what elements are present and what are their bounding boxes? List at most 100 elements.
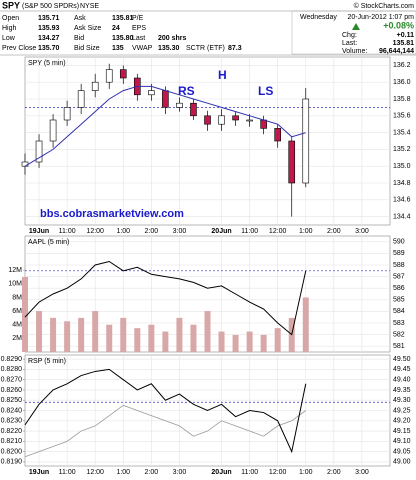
y-tick-label: 49.00 bbox=[393, 459, 411, 466]
y-tick-label: 135.8 bbox=[393, 96, 411, 103]
quote-value: 135.81 bbox=[112, 15, 134, 22]
volume-bar bbox=[190, 324, 197, 352]
volume-bar bbox=[134, 328, 141, 352]
annotation: H bbox=[218, 68, 227, 82]
candle-body bbox=[148, 90, 155, 96]
y-tick-label: 135.4 bbox=[393, 129, 411, 136]
volume-bar bbox=[92, 311, 99, 352]
y2-tick-label: 0.8250 bbox=[1, 397, 23, 404]
quote-label: Low bbox=[2, 35, 16, 42]
stat-label: Volume: bbox=[342, 48, 367, 55]
candle-body bbox=[302, 98, 310, 184]
volume-bar bbox=[218, 331, 225, 352]
panel-label: RSP (5 min) bbox=[28, 358, 66, 365]
y-tick-label: 135.6 bbox=[393, 113, 411, 120]
candle-body bbox=[288, 140, 296, 184]
quote-label: VWAP bbox=[132, 45, 153, 52]
x-tick-label: 19Jun bbox=[29, 469, 49, 476]
candle-body bbox=[204, 115, 211, 125]
x-tick-label: 3:00 bbox=[173, 228, 187, 235]
x-tick-label: 1:00 bbox=[116, 228, 130, 235]
quote-value: 135.80 bbox=[112, 35, 134, 42]
exchange: NYSE bbox=[80, 3, 99, 10]
volume-bar bbox=[204, 311, 211, 352]
x-tick-label: 12:00 bbox=[86, 469, 104, 476]
y2-tick-label: 0.8290 bbox=[1, 356, 23, 363]
y-tick-label: 136.0 bbox=[393, 79, 411, 86]
y-tick-label: 49.05 bbox=[393, 448, 411, 455]
volume-bar bbox=[176, 317, 183, 352]
y2-tick-label: 2M bbox=[12, 335, 22, 342]
date-time: 20-Jun-2012 1:07 pm bbox=[347, 14, 414, 21]
candle-body bbox=[35, 140, 43, 163]
candle-body bbox=[162, 90, 169, 108]
up-arrow bbox=[352, 23, 360, 30]
y-tick-label: 49.40 bbox=[393, 377, 411, 384]
x-tick-label: 12:00 bbox=[86, 228, 104, 235]
candle-body bbox=[119, 69, 127, 79]
x-tick-label: 19Jun bbox=[29, 228, 49, 235]
y2-tick-label: 0.8270 bbox=[1, 377, 23, 384]
y-tick-label: 49.10 bbox=[393, 438, 411, 445]
credit: © StockCharts.com bbox=[354, 2, 415, 10]
x-tick-label: 3:00 bbox=[173, 469, 187, 476]
y-tick-label: 49.20 bbox=[393, 418, 411, 425]
y2-tick-label: 8M bbox=[12, 294, 22, 301]
y-tick-label: 136.2 bbox=[393, 62, 411, 69]
candle-body bbox=[232, 115, 239, 121]
quote-label: Bid bbox=[74, 35, 84, 42]
y-tick-label: 49.35 bbox=[393, 387, 411, 394]
candle-body bbox=[77, 90, 85, 108]
quote-value: 24 bbox=[112, 25, 120, 32]
percent-change: +0.08% bbox=[383, 20, 414, 30]
candle-body bbox=[63, 107, 71, 121]
y-tick-label: 588 bbox=[393, 262, 405, 269]
quote-box bbox=[291, 10, 416, 55]
x-tick-label: 11:00 bbox=[59, 228, 76, 235]
volume-bar bbox=[22, 276, 28, 352]
volume-bar bbox=[302, 297, 309, 352]
x-tick-label: 11:00 bbox=[241, 228, 258, 235]
volume-bar bbox=[260, 334, 267, 352]
quote-label: Open bbox=[2, 15, 19, 22]
quote-value: 135.71 bbox=[38, 15, 60, 22]
volume-bar bbox=[78, 317, 85, 352]
panel-label: SPY (5 min) bbox=[28, 60, 66, 67]
volume-bar bbox=[36, 311, 43, 352]
volume-bar bbox=[162, 331, 169, 352]
candle-body bbox=[176, 102, 183, 108]
x-tick-label: 2:00 bbox=[327, 228, 341, 235]
x-tick-label: 3:00 bbox=[355, 469, 369, 476]
price-line bbox=[24, 260, 307, 336]
security-name: (S&P 500 SPDRs) bbox=[22, 3, 79, 10]
x-tick-label: 12:00 bbox=[269, 469, 287, 476]
y-tick-label: 135.2 bbox=[393, 146, 411, 153]
volume-bar bbox=[232, 334, 239, 352]
x-tick-label: 1:00 bbox=[299, 228, 313, 235]
y-tick-label: 583 bbox=[393, 320, 405, 327]
y-tick-label: 590 bbox=[393, 239, 405, 246]
candle-body bbox=[21, 161, 29, 167]
quote-label: Ask Size bbox=[74, 25, 101, 32]
quote-label: SCTR (ETF) bbox=[186, 45, 225, 52]
quote-label: Bid Size bbox=[74, 45, 100, 52]
quote-value: 135.30 bbox=[158, 45, 180, 52]
quote-value: 135 bbox=[112, 45, 124, 52]
quote-label: Ask bbox=[74, 15, 86, 22]
stat-label: Last: bbox=[342, 40, 357, 47]
quote-value: 134.27 bbox=[38, 35, 60, 42]
y2-tick-label: 0.8230 bbox=[1, 418, 23, 425]
annotation: LS bbox=[258, 84, 273, 98]
y2-tick-label: 0.8210 bbox=[1, 438, 23, 445]
quote-label: Last bbox=[132, 35, 145, 42]
candle-body bbox=[49, 119, 57, 142]
y-tick-label: 586 bbox=[393, 285, 405, 292]
price-line bbox=[24, 368, 307, 454]
x-tick-label: 11:00 bbox=[59, 469, 76, 476]
y-tick-label: 49.50 bbox=[393, 356, 411, 363]
x-tick-label: 3:00 bbox=[355, 228, 369, 235]
y2-tick-label: 6M bbox=[12, 308, 22, 315]
volume-bar bbox=[274, 328, 281, 352]
y-tick-label: 49.15 bbox=[393, 428, 411, 435]
